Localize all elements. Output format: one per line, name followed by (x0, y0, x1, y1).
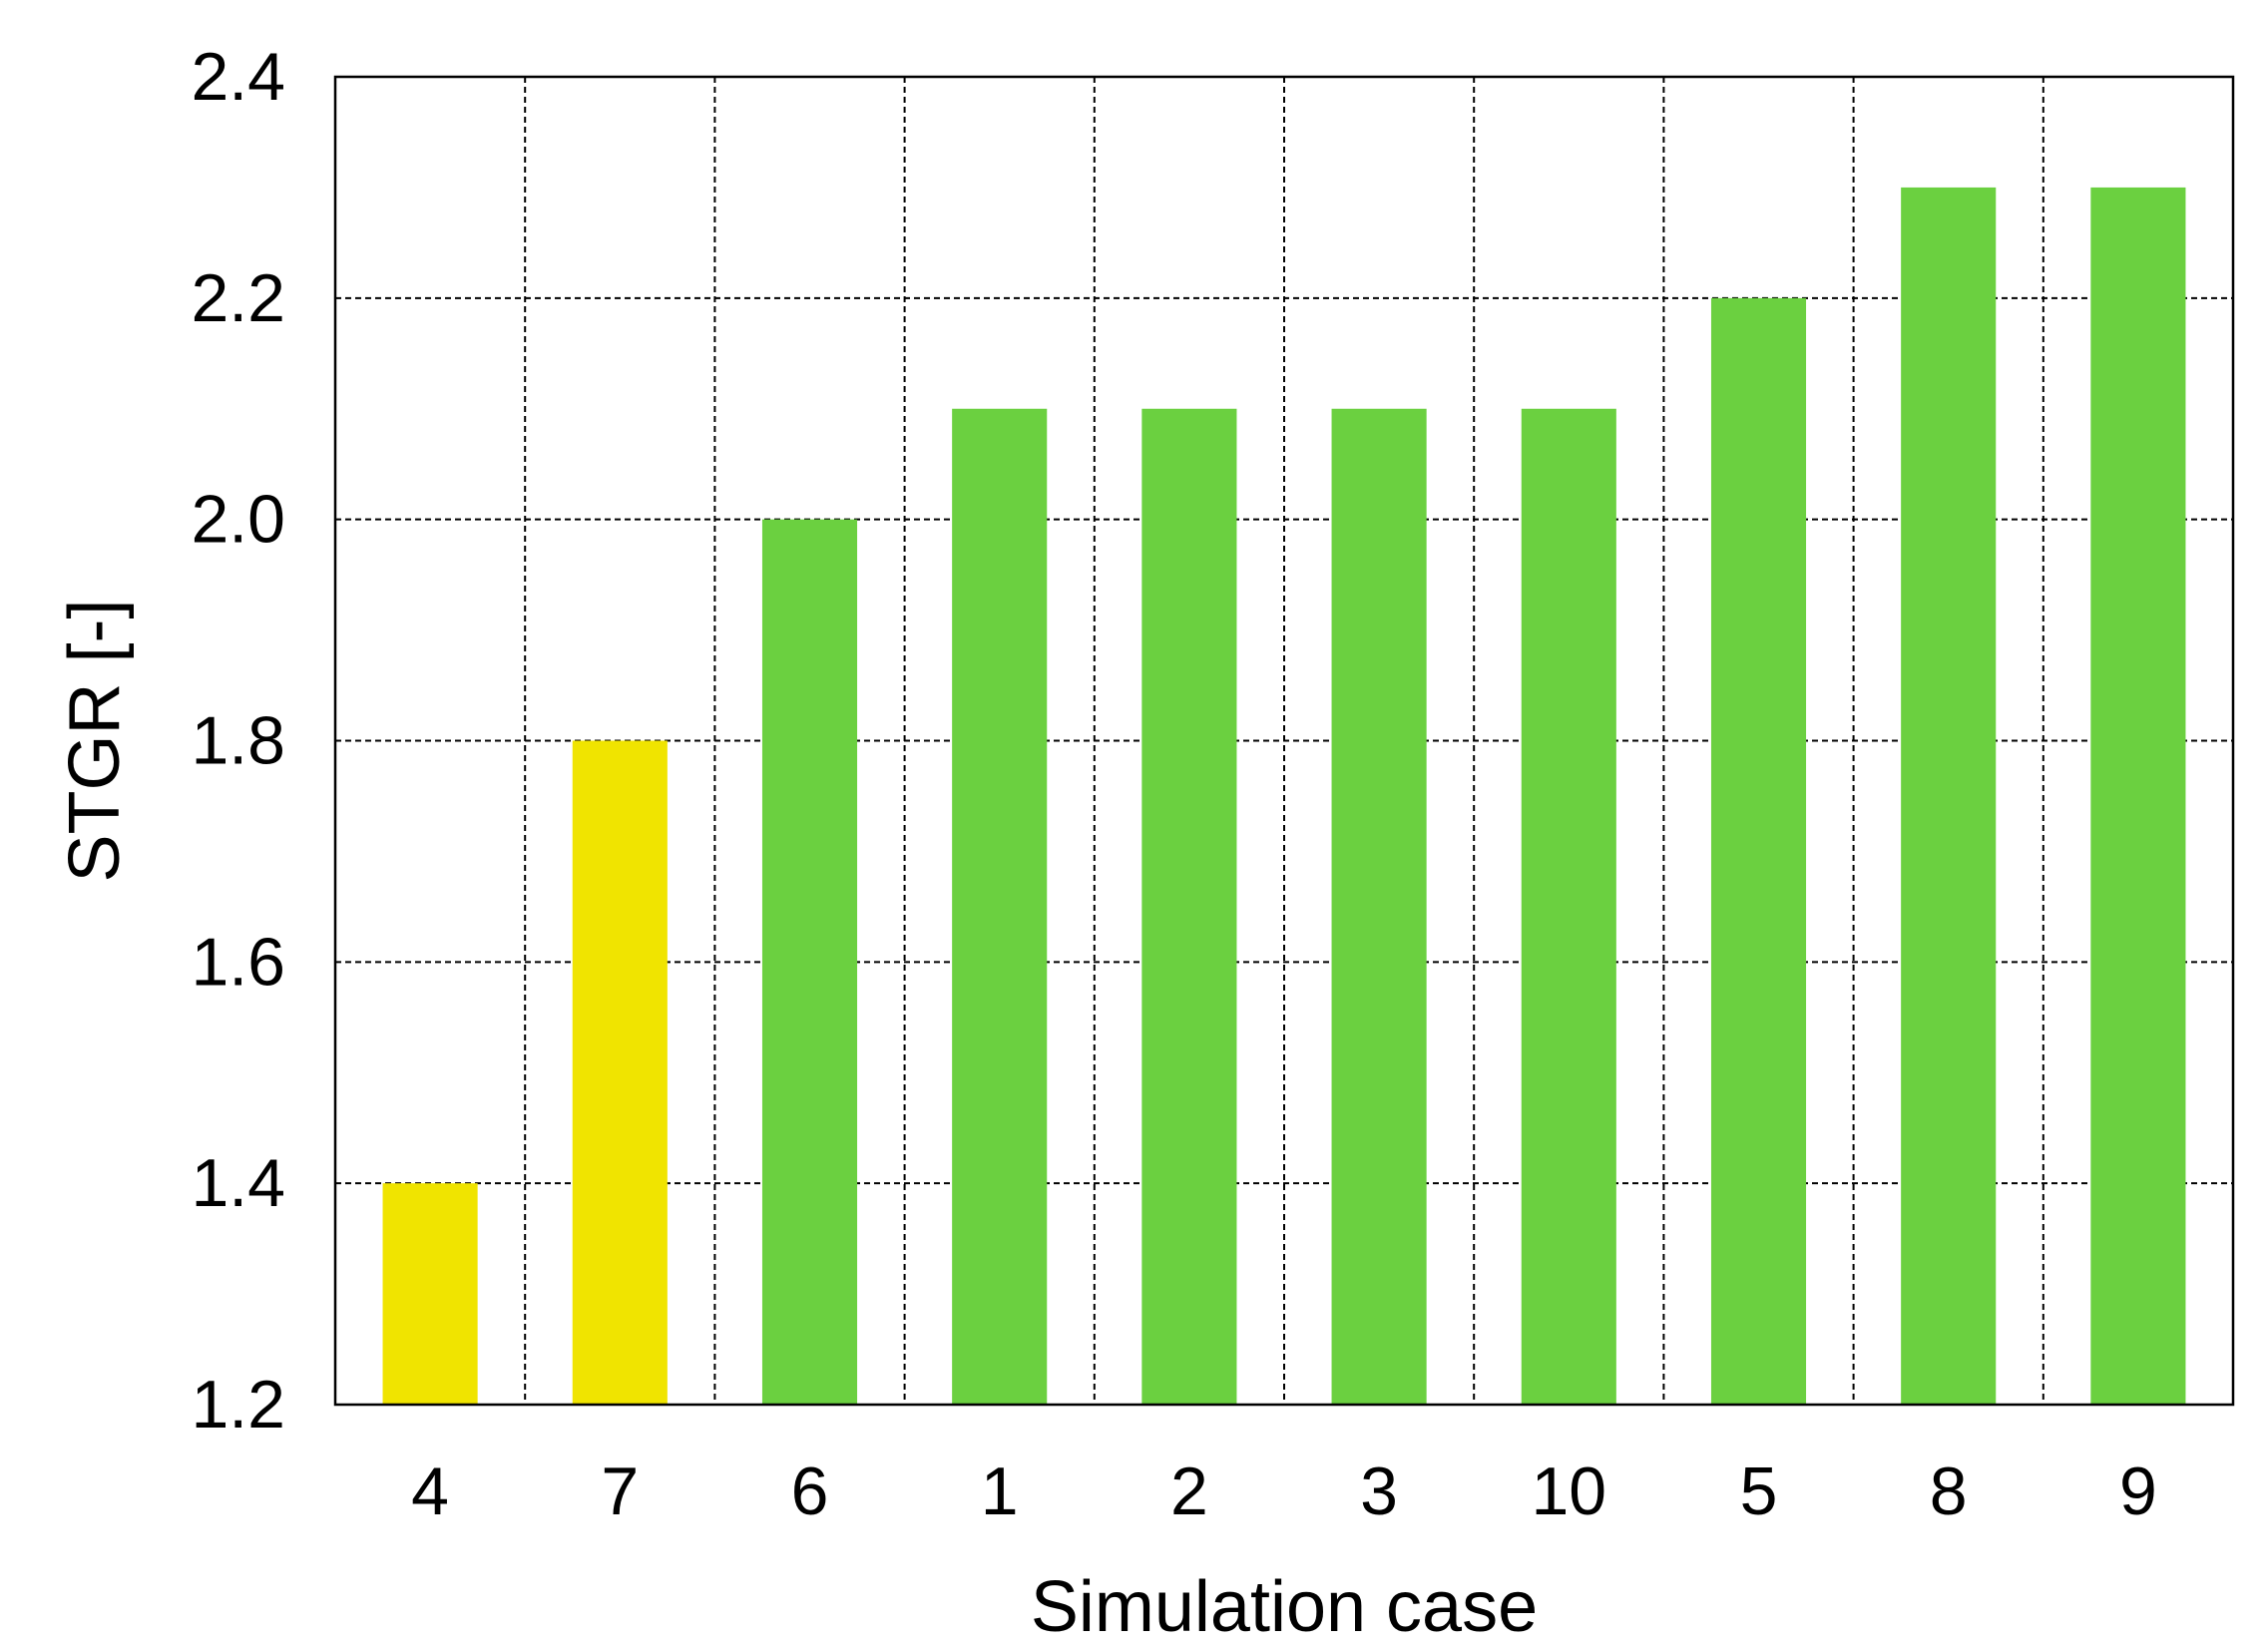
y-tick-label: 1.4 (191, 1145, 285, 1221)
bar-case-7 (572, 740, 668, 1405)
bar-case-3 (1331, 408, 1427, 1405)
x-tick-label: 2 (1170, 1453, 1208, 1529)
plot-frame (333, 75, 2235, 1407)
bar-case-2 (1141, 408, 1237, 1405)
x-axis-ticks: 4 7 6 1 2 3 10 5 8 9 (411, 1453, 2157, 1529)
x-tick-label: 7 (601, 1453, 639, 1529)
x-tick-label: 8 (1930, 1453, 1968, 1529)
x-tick-label: 10 (1531, 1453, 1606, 1529)
x-axis-title: Simulation case (1031, 1567, 1538, 1647)
bars (382, 187, 2186, 1406)
x-tick-label: 6 (791, 1453, 829, 1529)
bar-case-5 (1710, 297, 1807, 1405)
bar-case-8 (1901, 187, 1997, 1406)
y-axis-title: STGR [-] (55, 600, 135, 883)
bar-case-1 (952, 408, 1048, 1405)
y-tick-label: 1.6 (191, 924, 285, 1000)
bar-case-4 (382, 1183, 478, 1405)
bar-case-10 (1521, 408, 1616, 1405)
x-tick-label: 1 (981, 1453, 1019, 1529)
y-tick-label: 2.2 (191, 260, 285, 336)
y-tick-label: 2.4 (191, 39, 285, 115)
y-axis-ticks: 1.2 1.4 1.6 1.8 2.0 2.2 2.4 (191, 39, 285, 1443)
bar-case-6 (761, 519, 858, 1405)
x-tick-label: 5 (1740, 1453, 1778, 1529)
bar-case-9 (2090, 187, 2186, 1406)
x-tick-label: 3 (1360, 1453, 1398, 1529)
x-tick-label: 4 (411, 1453, 449, 1529)
x-tick-label: 9 (2119, 1453, 2157, 1529)
y-tick-label: 2.0 (191, 482, 285, 558)
y-tick-label: 1.8 (191, 703, 285, 779)
y-tick-label: 1.2 (191, 1367, 285, 1443)
